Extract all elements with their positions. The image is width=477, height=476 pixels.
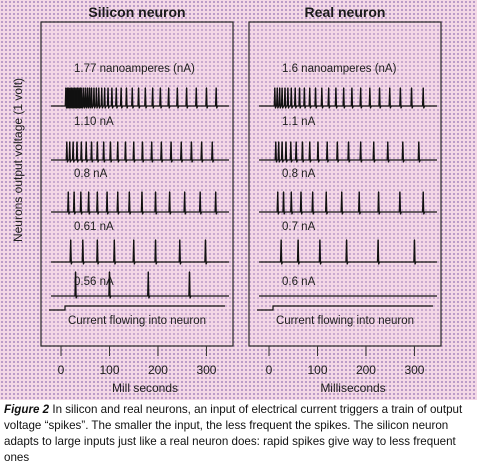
input-current-caption: Current flowing into neuron xyxy=(68,315,206,327)
current-label: 0.61 nA xyxy=(74,221,114,233)
y-axis-label: Neurons output voltage (1 volt) xyxy=(11,78,25,242)
voltage-trace xyxy=(259,239,437,265)
current-label: 0.8 nA xyxy=(74,168,108,180)
panel-silicon: Silicon neuron 1.77 nanoamperes (nA) 1.10 … xyxy=(40,4,234,395)
x-tick-label: 200 xyxy=(148,363,168,377)
x-tick-label: 300 xyxy=(196,363,216,377)
panel-frame xyxy=(248,21,442,347)
x-tick-label: 200 xyxy=(356,363,376,377)
caption-text: In silicon and real neurons, an input of… xyxy=(4,403,463,464)
x-tick-label: 100 xyxy=(99,363,119,377)
panel-frame xyxy=(40,21,234,347)
x-tick-label: 300 xyxy=(404,363,424,377)
current-label: 0.56 nA xyxy=(74,276,114,288)
current-label: 0.6 nA xyxy=(282,276,316,288)
current-label: 0.7 nA xyxy=(282,221,316,233)
panel-title: Silicon neuron xyxy=(88,4,185,20)
neuron-spike-chart: Neurons output voltage (1 volt) Silicon … xyxy=(11,4,442,395)
x-tick-label: 100 xyxy=(307,363,327,377)
figure-caption: Figure 2 In silicon and real neurons, an… xyxy=(4,402,474,466)
input-current-line xyxy=(257,305,433,311)
current-label: 0.8 nA xyxy=(282,168,316,180)
panel-title: Real neuron xyxy=(305,4,386,20)
voltage-trace xyxy=(51,239,229,265)
current-label: 1.6 nanoamperes (nA) xyxy=(282,63,397,75)
input-current-caption: Current flowing into neuron xyxy=(276,315,414,327)
x-axis-label: Mill seconds xyxy=(112,381,178,395)
current-label: 1.10 nA xyxy=(74,116,114,128)
voltage-trace xyxy=(259,87,437,109)
x-axis-label: Milliseconds xyxy=(320,381,385,395)
current-label: 1.77 nanoamperes (nA) xyxy=(74,63,195,75)
current-label: 1.1 nA xyxy=(282,116,316,128)
input-current-line xyxy=(49,305,225,311)
panel-real: Real neuron 1.6 nanoamperes (nA) 1.1 nA 0.8… xyxy=(248,4,442,395)
x-tick-label: 0 xyxy=(58,363,65,377)
voltage-trace xyxy=(51,191,229,215)
figure-background: Neurons output voltage (1 volt) Silicon … xyxy=(0,0,477,400)
x-tick-label: 0 xyxy=(266,363,273,377)
caption-figure-label: Figure 2 xyxy=(4,403,50,416)
